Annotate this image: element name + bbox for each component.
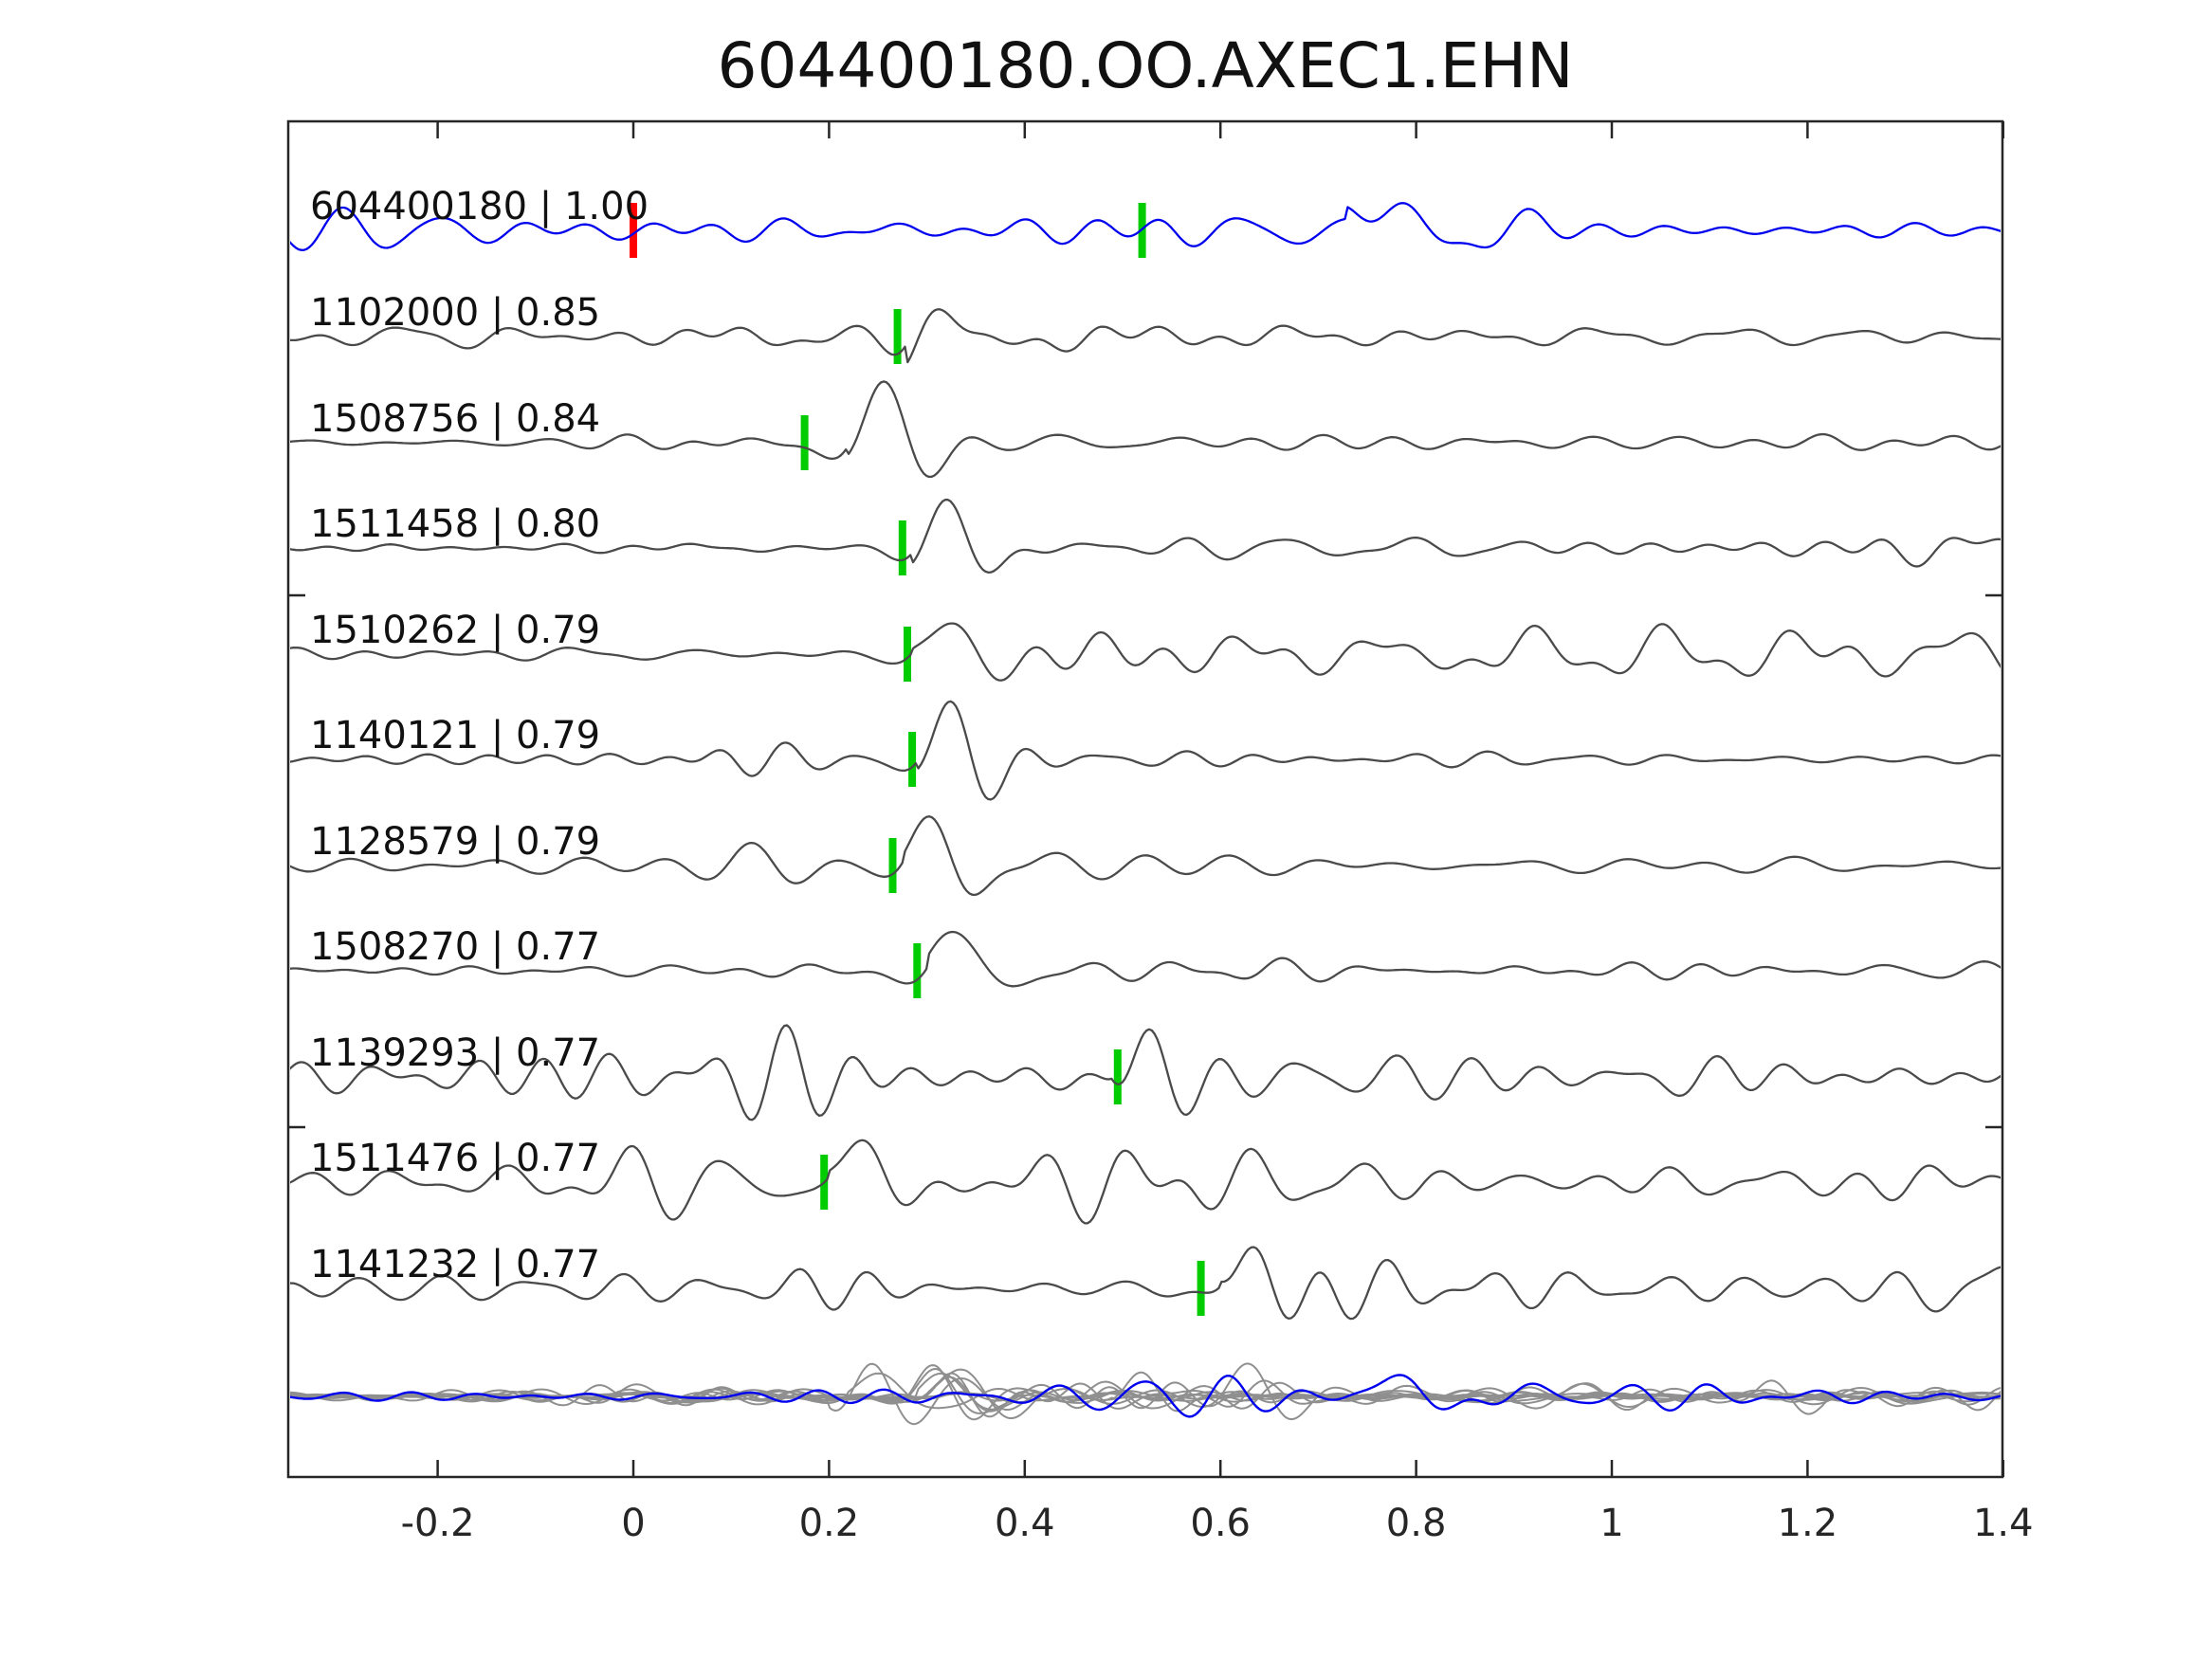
- detection-pick-marker: [1197, 1261, 1205, 1316]
- waveform-trace-1141232: [290, 1246, 2001, 1321]
- trace-label: 1140121 | 0.79: [310, 714, 600, 757]
- x-tick-label: 0.2: [799, 1502, 860, 1545]
- trace-rows: [290, 202, 2001, 1321]
- waveform-trace-1510262: [290, 622, 2001, 682]
- detection-pick-marker: [908, 732, 917, 787]
- waveform-trace-1511476: [290, 1139, 2001, 1225]
- detection-pick-marker: [1113, 1049, 1122, 1104]
- x-tick-label: 0.8: [1386, 1502, 1447, 1545]
- trace-label: 1508756 | 0.84: [310, 397, 600, 441]
- trace-label: 1102000 | 0.85: [310, 291, 600, 335]
- plot-contents: -0.2 0 0.2 0.4 0.6 0.8 1 1.2 1.4 604400180 | 1.00…: [286, 119, 2034, 1545]
- waveform-trace-1140121: [290, 700, 2001, 801]
- x-tick-label: 0.4: [995, 1502, 1055, 1545]
- trace-label: 1511476 | 0.77: [310, 1137, 600, 1180]
- waveform-trace-1508756: [290, 380, 2001, 479]
- detection-pick-marker: [904, 627, 911, 682]
- waveform-trace-604400180: [290, 202, 2001, 251]
- detection-pick-marker: [800, 415, 809, 470]
- template-pick-marker: [630, 203, 637, 258]
- overlay-trace-1140121: [290, 1372, 2001, 1411]
- waveform-trace-1128579: [290, 815, 2001, 897]
- x-tick-label: 1.2: [1778, 1502, 1838, 1545]
- trace-label: 1508270 | 0.77: [310, 925, 600, 969]
- overlay-template-trace: [290, 1374, 2001, 1418]
- x-tick-label: 0: [621, 1502, 645, 1545]
- detection-pick-marker: [913, 943, 922, 998]
- plot-title: 604400180.OO.AXEC1.EHN: [718, 29, 1574, 102]
- trace-label: 604400180 | 1.00: [310, 185, 649, 228]
- x-tick-label: 1.4: [1973, 1502, 2034, 1545]
- trace-label: 1511458 | 0.80: [310, 502, 600, 546]
- waveform-trace-1102000: [290, 308, 2001, 364]
- detection-pick-marker: [888, 838, 897, 893]
- waveform-trace-1139293: [290, 1024, 2001, 1121]
- overlay-trace-1141232: [290, 1362, 2001, 1421]
- trace-label: 1139293 | 0.77: [310, 1031, 600, 1075]
- x-tick-label: 0.6: [1190, 1502, 1251, 1545]
- trace-label: 1510262 | 0.79: [310, 609, 600, 652]
- x-tick-label: -0.2: [401, 1502, 475, 1545]
- waveform-trace-1508270: [290, 930, 2001, 988]
- plot-border: [286, 119, 2004, 1479]
- trace-label: 1128579 | 0.79: [310, 820, 600, 864]
- trace-label: 1141232 | 0.77: [310, 1243, 600, 1286]
- detection-pick-marker: [898, 520, 906, 575]
- detection-pick-marker: [893, 309, 902, 364]
- x-tick-label: 1: [1600, 1502, 1623, 1545]
- waveform-trace-1511458: [290, 499, 2001, 574]
- overlay-row: [290, 1362, 2001, 1426]
